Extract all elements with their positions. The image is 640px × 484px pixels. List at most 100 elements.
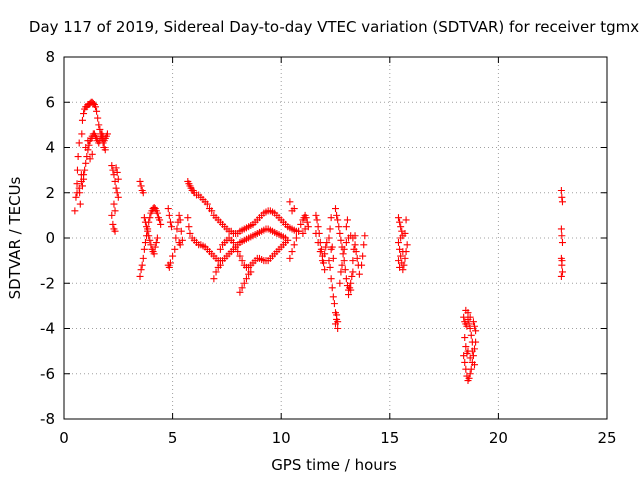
data-point xyxy=(103,130,111,138)
data-point xyxy=(74,153,82,161)
data-point xyxy=(557,225,565,233)
data-point xyxy=(150,250,158,258)
data-point xyxy=(157,220,165,228)
y-tick-label: -8 xyxy=(40,410,55,428)
data-point xyxy=(139,254,147,262)
data-point xyxy=(111,207,119,215)
data-point xyxy=(330,300,338,308)
data-point xyxy=(400,261,408,269)
data-point xyxy=(94,114,102,122)
data-point xyxy=(216,245,224,253)
data-point xyxy=(208,207,216,215)
data-point xyxy=(314,239,322,247)
data-point xyxy=(169,252,177,260)
data-point xyxy=(72,193,80,201)
data-point xyxy=(156,216,164,224)
data-point xyxy=(164,205,172,213)
y-tick-label: 2 xyxy=(45,184,55,202)
data-point xyxy=(558,193,566,201)
data-point xyxy=(82,159,90,167)
data-point xyxy=(93,107,101,115)
data-point xyxy=(301,225,309,233)
data-point xyxy=(166,259,174,267)
data-point xyxy=(397,234,405,242)
data-point xyxy=(326,225,334,233)
y-tick-label: 8 xyxy=(45,48,55,66)
data-point xyxy=(329,254,337,262)
data-point xyxy=(316,248,324,256)
data-point xyxy=(342,275,350,283)
data-point xyxy=(467,331,475,339)
data-point xyxy=(290,205,298,213)
data-point xyxy=(466,354,474,362)
data-point xyxy=(314,223,322,231)
data-point xyxy=(471,322,479,330)
data-point xyxy=(173,225,181,233)
data-point xyxy=(177,227,185,235)
data-point xyxy=(462,343,470,351)
data-point xyxy=(348,272,356,280)
data-point xyxy=(325,257,333,265)
x-tick-label: 20 xyxy=(489,429,508,447)
data-points xyxy=(71,98,566,385)
data-point xyxy=(82,144,90,151)
data-point xyxy=(137,182,145,190)
data-point xyxy=(96,125,104,133)
data-point xyxy=(234,248,242,256)
data-point xyxy=(358,261,366,269)
data-point xyxy=(347,286,355,294)
data-point xyxy=(334,216,342,224)
data-point xyxy=(101,146,109,154)
x-tick-label: 0 xyxy=(59,429,69,447)
data-point xyxy=(95,121,103,129)
data-point xyxy=(203,200,211,208)
data-point xyxy=(80,110,88,118)
data-point xyxy=(151,243,159,251)
data-point xyxy=(292,234,300,242)
data-point xyxy=(75,184,83,192)
data-point xyxy=(394,257,402,265)
data-point xyxy=(332,205,339,213)
data-point xyxy=(464,309,472,317)
data-point xyxy=(75,139,83,147)
data-point xyxy=(394,214,402,222)
data-point xyxy=(558,232,566,240)
data-point xyxy=(290,241,298,249)
data-point xyxy=(286,254,294,262)
data-point xyxy=(557,186,565,194)
data-point xyxy=(140,214,148,222)
data-point xyxy=(153,209,161,217)
data-point xyxy=(403,241,411,249)
data-point xyxy=(351,232,359,240)
data-point xyxy=(146,236,154,244)
data-point xyxy=(140,245,148,253)
data-point xyxy=(242,275,250,283)
data-point xyxy=(467,365,475,373)
axes: 0 5 10 15 20 25 -8 -6 -4 -2 0 2 4 6 8 xyxy=(40,48,617,447)
data-point xyxy=(137,266,145,274)
y-axis-label: SDTVAR / TECUs xyxy=(6,176,24,299)
data-point xyxy=(326,263,334,271)
data-point xyxy=(238,257,246,265)
data-point xyxy=(78,130,86,138)
data-point xyxy=(302,214,310,222)
data-point xyxy=(323,239,331,247)
data-point xyxy=(286,198,294,206)
data-point xyxy=(73,166,81,174)
data-point xyxy=(466,325,474,332)
data-point xyxy=(468,347,476,355)
data-point xyxy=(337,268,345,276)
y-tick-label: -6 xyxy=(40,365,55,383)
data-point xyxy=(399,248,407,256)
data-point xyxy=(466,313,474,321)
data-point xyxy=(335,223,343,231)
chart-title: Day 117 of 2019, Sidereal Day-to-day VTE… xyxy=(29,18,639,36)
data-point xyxy=(322,243,330,251)
data-point xyxy=(318,257,326,265)
data-point xyxy=(468,338,476,346)
data-point xyxy=(349,268,357,276)
data-point xyxy=(236,252,244,260)
data-point xyxy=(141,218,149,226)
